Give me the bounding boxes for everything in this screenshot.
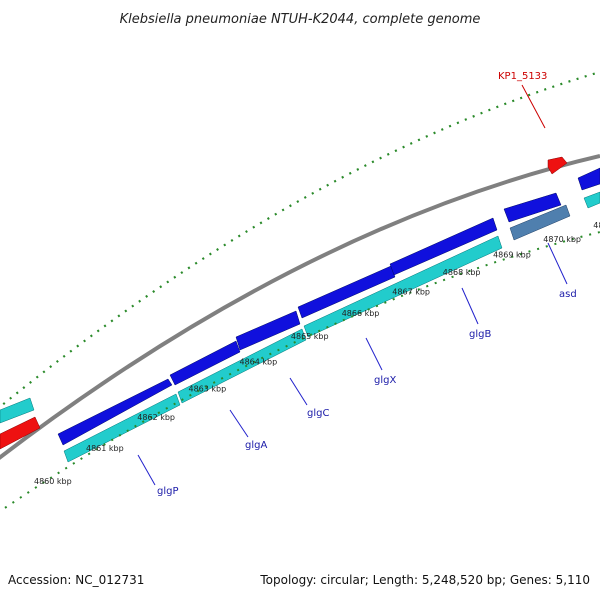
kbp-label: 4860 kbp xyxy=(34,477,72,486)
gene-label-glgB[interactable]: glgB xyxy=(469,329,491,340)
leader-line-asd xyxy=(547,242,568,285)
gene-glgP-reverse[interactable] xyxy=(63,393,181,463)
gene-edge-left-reverse[interactable] xyxy=(0,397,35,424)
map-title: Klebsiella pneumoniae NTUH-K2044, comple… xyxy=(120,12,481,27)
topology-summary: Topology: circular; Length: 5,248,520 bp… xyxy=(260,573,590,587)
gene-labels: glgP glgA glgC glgX glgB asd KP1_5133 xyxy=(137,71,577,497)
accession-text: Accession: NC_012731 xyxy=(8,573,145,587)
gene-asd-forward[interactable] xyxy=(503,192,562,223)
gene-label-glgC[interactable]: glgC xyxy=(307,408,329,419)
gene-asd-reverse[interactable] xyxy=(509,204,571,241)
leader-line-glgB xyxy=(461,287,479,325)
leader-line-glgX xyxy=(365,337,383,371)
gene-KP1_5133[interactable] xyxy=(547,156,568,175)
gene-label-asd[interactable]: asd xyxy=(559,289,577,300)
kbp-label: 4871 kbp xyxy=(593,221,600,230)
leader-line-KP1_5133 xyxy=(521,84,546,129)
leader-line-glgC xyxy=(289,377,308,406)
gene-label-glgA[interactable]: glgA xyxy=(245,440,267,451)
kbp-label: 4866 kbp xyxy=(342,309,380,318)
kbp-label: 4867 kbp xyxy=(392,288,430,297)
gene-edge-right-forward[interactable] xyxy=(577,167,600,191)
gene-label-glgX[interactable]: glgX xyxy=(374,375,396,386)
kbp-label: 4865 kbp xyxy=(291,332,329,341)
gene-glgB-forward[interactable] xyxy=(389,217,498,276)
gene-glgX-reverse[interactable] xyxy=(303,235,503,338)
gene-glgA-forward[interactable] xyxy=(169,340,241,386)
inner-tick-ring xyxy=(0,231,600,513)
gene-label-KP1_5133[interactable]: KP1_5133 xyxy=(498,71,547,82)
gene-edge-left-red[interactable] xyxy=(0,416,41,450)
reverse-strand xyxy=(0,191,600,463)
kbp-label: 4870 kbp xyxy=(543,235,581,244)
outer-tick-ring xyxy=(0,70,600,409)
genome-backbone xyxy=(0,154,600,460)
leader-line-glgA xyxy=(229,409,249,438)
gene-glgA-reverse[interactable] xyxy=(177,328,307,404)
kbp-label: 4862 kbp xyxy=(137,413,175,422)
kbp-label: 4864 kbp xyxy=(240,357,278,366)
kbp-label: 4863 kbp xyxy=(189,384,227,393)
kbp-label: 4869 kbp xyxy=(493,251,531,260)
leader-line-glgP xyxy=(137,454,156,486)
kbp-label: 4868 kbp xyxy=(443,268,481,277)
gene-label-glgP[interactable]: glgP xyxy=(157,486,179,497)
kbp-label: 4861 kbp xyxy=(86,444,124,453)
gene-edge-right-reverse[interactable] xyxy=(583,191,600,209)
gene-glgP-forward[interactable] xyxy=(57,378,173,446)
kbp-labels: 4860 kbp 4861 kbp 4862 kbp 4863 kbp 4864 kbp… xyxy=(34,221,600,486)
gene-glgX-forward[interactable] xyxy=(297,265,396,319)
forward-strand xyxy=(57,167,600,446)
gene-glgC-forward[interactable] xyxy=(235,310,301,351)
